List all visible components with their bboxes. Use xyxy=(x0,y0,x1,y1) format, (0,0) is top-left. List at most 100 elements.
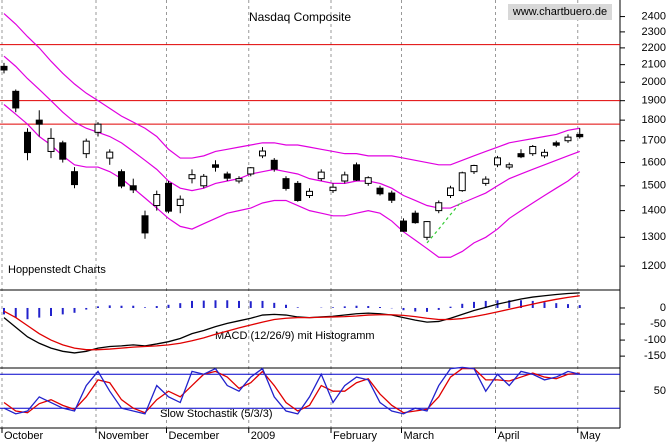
candle-body xyxy=(482,178,490,184)
series-line xyxy=(3,366,580,415)
band-line xyxy=(3,104,581,258)
histogram-bar xyxy=(14,307,17,318)
candle-body xyxy=(294,182,302,201)
candle-body xyxy=(306,190,313,197)
histogram-bar xyxy=(73,307,76,313)
candle-body xyxy=(188,174,196,180)
candle-body xyxy=(153,194,161,207)
annotation: Hoppenstedt Charts xyxy=(8,264,106,276)
histogram-bar xyxy=(379,307,381,308)
candle-body xyxy=(447,187,454,197)
y-tick-label: 1800 xyxy=(642,114,666,126)
histogram-bar xyxy=(367,306,370,308)
y-tick-label: 1200 xyxy=(642,260,666,272)
candle-body xyxy=(47,137,55,152)
candle-body xyxy=(329,186,337,192)
candle-body xyxy=(564,136,572,142)
y-tick-label: 0 xyxy=(660,302,666,314)
histogram-bar xyxy=(426,307,428,312)
candle-body xyxy=(82,140,90,155)
histogram-bar xyxy=(449,306,452,308)
y-tick-label: 2300 xyxy=(642,26,666,38)
candle-body xyxy=(317,171,325,180)
histogram-bar xyxy=(461,303,464,308)
histogram-bar xyxy=(520,300,522,308)
candle-body xyxy=(576,133,584,138)
histogram-bar xyxy=(191,300,193,308)
y-tick-label: 1500 xyxy=(642,180,666,192)
candle-body xyxy=(94,123,102,133)
y-tick-label: 2200 xyxy=(642,42,666,54)
histogram-bar xyxy=(97,306,99,308)
histogram-bar xyxy=(296,307,299,308)
candle-body xyxy=(118,171,125,187)
candle-body xyxy=(259,150,266,157)
histogram-bar xyxy=(355,305,358,308)
x-tick-label: November xyxy=(98,430,149,442)
candle-body xyxy=(12,90,20,109)
candle-body xyxy=(200,175,208,187)
candle-body xyxy=(376,187,384,195)
histogram-bar xyxy=(50,307,52,316)
candle-body xyxy=(141,215,149,234)
candle-body xyxy=(176,198,184,207)
stochastic-label: Slow Stochastik (5/3/3) xyxy=(160,408,273,420)
histogram-bar xyxy=(120,305,123,308)
histogram-bar xyxy=(261,300,264,308)
histogram-bar xyxy=(273,302,276,308)
histogram-bar xyxy=(555,303,558,308)
y-tick-label: -100 xyxy=(644,334,666,346)
source: www.chartbuero.de xyxy=(512,6,607,18)
histogram-bar xyxy=(144,307,146,308)
candle-body xyxy=(494,157,501,166)
histogram-bar xyxy=(249,301,252,308)
candle-body xyxy=(270,159,278,170)
y-tick-label: 50 xyxy=(654,385,666,397)
x-tick-label: October xyxy=(4,430,43,442)
band-line xyxy=(3,13,580,166)
y-tick-label: 2000 xyxy=(642,76,666,88)
series-line xyxy=(3,367,580,414)
y-tick-label: 2100 xyxy=(642,59,666,71)
histogram-bar xyxy=(484,300,487,308)
candle-body xyxy=(423,221,431,238)
y-tick-label: 1900 xyxy=(642,95,666,107)
histogram-bar xyxy=(179,303,182,308)
histogram-bar xyxy=(26,307,29,320)
histogram-bar xyxy=(202,300,205,308)
y-tick-label: 2400 xyxy=(642,10,666,22)
candle-body xyxy=(505,164,513,168)
candle-body xyxy=(435,202,443,212)
histogram-bar xyxy=(343,306,346,308)
candle-body xyxy=(71,171,78,186)
histogram-bar xyxy=(437,307,440,310)
candle-body xyxy=(212,164,219,168)
series-line xyxy=(3,295,580,351)
candle-body xyxy=(165,182,172,212)
candle-body xyxy=(282,178,290,189)
x-tick-label: 2009 xyxy=(251,430,275,442)
histogram-bar xyxy=(38,307,41,318)
candle-body xyxy=(552,142,560,146)
y-tick-label: 1600 xyxy=(642,156,666,168)
candle-body xyxy=(106,151,114,159)
candle-body xyxy=(223,173,231,179)
x-tick-label: April xyxy=(498,430,520,442)
x-tick-label: December xyxy=(169,430,220,442)
y-tick-label: -150 xyxy=(644,350,666,362)
candle-body xyxy=(341,174,349,182)
histogram-bar xyxy=(132,305,135,308)
candle-body xyxy=(458,172,466,192)
candle-body xyxy=(353,164,360,181)
histogram-bar xyxy=(61,307,64,315)
histogram-bar xyxy=(578,305,581,308)
candle-body xyxy=(470,164,478,173)
band-line xyxy=(3,55,580,209)
candle-body xyxy=(24,131,31,154)
histogram-bar xyxy=(508,300,511,308)
candle-body xyxy=(364,177,372,184)
candle-body xyxy=(517,153,525,158)
histogram-bar xyxy=(567,304,569,308)
